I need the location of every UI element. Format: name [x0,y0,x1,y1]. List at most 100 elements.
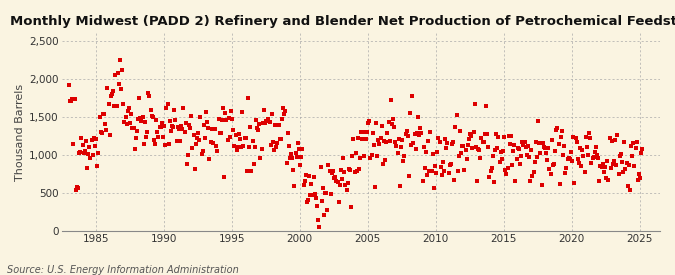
Point [482,132,493,137]
Point [100,122,111,126]
Point [78,151,89,155]
Point [560,171,571,175]
Point [557,129,568,133]
Point [384,139,395,143]
Point [424,169,435,174]
Point [549,148,560,153]
Point [580,134,591,139]
Point [319,213,329,218]
Point [327,171,338,175]
Point [554,182,565,187]
Point [143,91,154,95]
Point [287,156,298,160]
Point [335,168,346,172]
Point [225,135,236,139]
Point [451,113,462,117]
Point [150,142,161,146]
Point [425,130,436,134]
Point [204,156,215,161]
Point [76,136,87,141]
Point [383,120,394,125]
Point [492,146,503,150]
Point [543,146,554,150]
Point [262,119,273,123]
Point [497,157,508,161]
Point [186,114,196,119]
Point [227,116,238,121]
Point [171,139,182,144]
Point [207,141,218,145]
Point [331,179,342,183]
Point [440,136,451,141]
Point [497,149,508,154]
Point [460,148,471,152]
Point [178,106,189,111]
Point [522,143,533,148]
Point [72,185,82,189]
Point [339,169,350,174]
Point [609,159,620,163]
Point [434,140,445,144]
Point [596,165,607,169]
Point [421,150,431,154]
Point [238,144,249,148]
Point [390,140,401,145]
Point [285,156,296,161]
Point [188,133,199,137]
Point [88,136,99,141]
Point [621,160,632,165]
Point [466,134,477,138]
Point [493,134,504,139]
Point [539,146,550,150]
Point [237,110,248,114]
Point [465,132,476,136]
Point [314,225,325,229]
Point [255,156,266,160]
Point [176,123,186,128]
Point [397,138,408,142]
Point [340,182,351,187]
Point [165,119,176,123]
Point [135,116,146,120]
Point [148,138,159,142]
Point [168,125,179,129]
Point [507,163,518,168]
Title: Monthly Midwest (PADD 2) Refinery and Blender Net Production of Petrochemical Fe: Monthly Midwest (PADD 2) Refinery and Bl… [10,15,675,28]
Point [342,181,353,186]
Point [292,155,302,160]
Point [568,135,578,139]
Point [595,163,606,168]
Point [416,131,427,135]
Point [210,127,221,131]
Point [576,164,587,169]
Point [80,149,90,153]
Point [192,135,202,140]
Point [606,139,617,143]
Point [200,110,211,114]
Point [347,154,358,158]
Point [367,131,378,136]
Point [182,153,193,157]
Point [461,157,472,161]
Point [479,139,489,144]
Point [147,115,158,119]
Point [334,183,345,187]
Point [404,173,414,178]
Point [105,133,115,138]
Point [217,106,228,111]
Point [261,119,271,123]
Point [145,108,156,112]
Point [569,181,580,186]
Point [302,198,313,203]
Point [229,144,240,148]
Point [108,89,119,93]
Point [173,126,184,131]
Point [399,154,410,159]
Point [155,125,166,129]
Point [257,120,268,125]
Point [510,179,521,183]
Point [344,166,354,171]
Point [601,176,612,181]
Point [250,145,261,149]
Point [448,140,458,144]
